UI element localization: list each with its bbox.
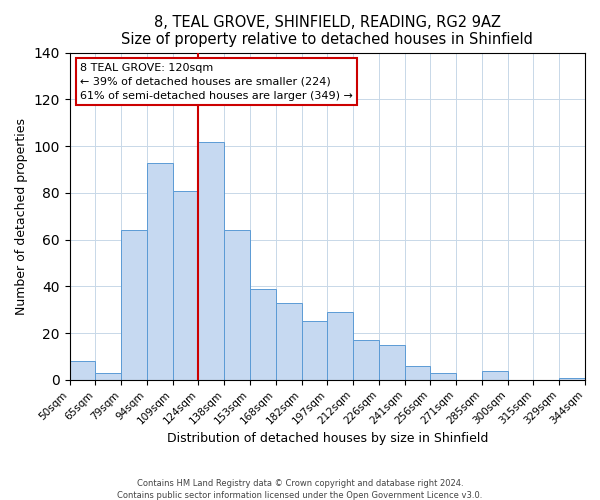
- Bar: [328, 312, 353, 380]
- Bar: [430, 373, 456, 380]
- Bar: [276, 303, 302, 380]
- Bar: [199, 142, 224, 380]
- Bar: [147, 162, 173, 380]
- Text: Contains HM Land Registry data © Crown copyright and database right 2024.
Contai: Contains HM Land Registry data © Crown c…: [118, 478, 482, 500]
- Bar: [353, 340, 379, 380]
- Bar: [70, 361, 95, 380]
- Bar: [95, 373, 121, 380]
- Bar: [121, 230, 147, 380]
- Title: 8, TEAL GROVE, SHINFIELD, READING, RG2 9AZ
Size of property relative to detached: 8, TEAL GROVE, SHINFIELD, READING, RG2 9…: [121, 15, 533, 48]
- Bar: [482, 370, 508, 380]
- Bar: [250, 288, 276, 380]
- Bar: [302, 322, 328, 380]
- Bar: [173, 190, 199, 380]
- Bar: [224, 230, 250, 380]
- X-axis label: Distribution of detached houses by size in Shinfield: Distribution of detached houses by size …: [167, 432, 488, 445]
- Text: 8 TEAL GROVE: 120sqm
← 39% of detached houses are smaller (224)
61% of semi-deta: 8 TEAL GROVE: 120sqm ← 39% of detached h…: [80, 62, 353, 100]
- Bar: [404, 366, 430, 380]
- Bar: [379, 345, 404, 380]
- Bar: [559, 378, 585, 380]
- Y-axis label: Number of detached properties: Number of detached properties: [15, 118, 28, 315]
